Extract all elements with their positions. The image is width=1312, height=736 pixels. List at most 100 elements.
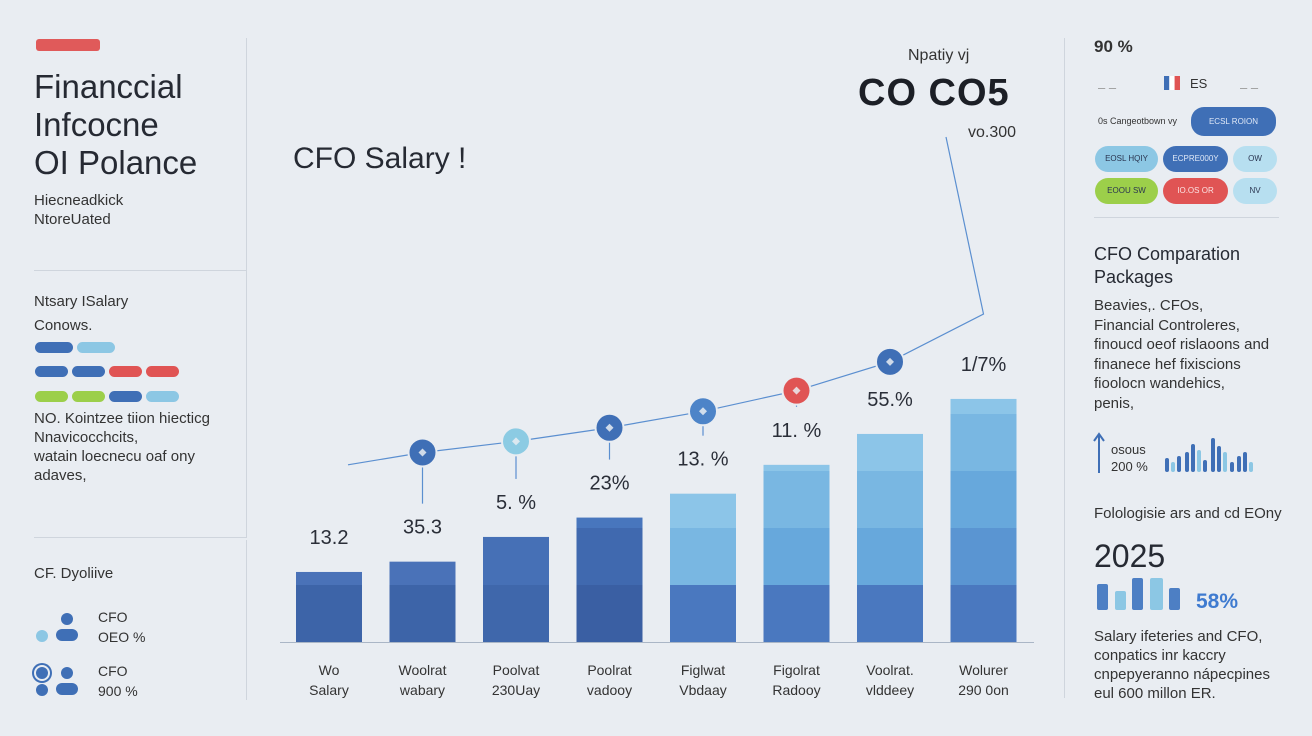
mini-bar xyxy=(1203,460,1207,472)
subtitle-line: Hiecneadkick xyxy=(34,192,124,209)
mini-bar xyxy=(1165,458,1169,472)
person-label: OEO % xyxy=(98,629,146,645)
chip[interactable]: NV xyxy=(1233,178,1277,204)
mini-bar xyxy=(1185,452,1189,472)
bar-segment xyxy=(950,585,1017,642)
marker-diamond-icon xyxy=(418,448,427,457)
mini-bar xyxy=(1191,444,1195,472)
year-bar xyxy=(1150,578,1163,610)
footer-line: Salary ifeteries and CFO, xyxy=(1094,628,1263,645)
bar-value-label: 5. % xyxy=(496,492,536,514)
comparison-title-line: CFO Comparation xyxy=(1094,244,1241,264)
person-1-labels: CFO OEO % xyxy=(98,607,145,647)
bar xyxy=(483,536,549,642)
bar-segment xyxy=(857,585,923,642)
bar-segment xyxy=(950,528,1017,585)
comparison-line: Financial Controleres, xyxy=(1094,316,1240,334)
legend-pill xyxy=(109,391,142,402)
marker-diamond-icon xyxy=(792,386,801,395)
page-title: Financcial Infcocne OI Polance xyxy=(34,68,197,182)
bar xyxy=(857,433,923,642)
body-line: adaves, xyxy=(34,467,87,484)
bar xyxy=(296,571,362,642)
bar-value-label: 55.% xyxy=(867,389,913,411)
comparison-line: fioolocn wandehics, xyxy=(1094,375,1225,392)
bar-segment xyxy=(857,471,923,528)
bar-segment xyxy=(950,471,1017,528)
body-line: watain loecnecu oaf ony xyxy=(34,448,195,465)
bar-segment xyxy=(763,471,830,528)
category-tag xyxy=(36,39,100,51)
chart-title: CFO Salary ! xyxy=(293,142,467,175)
divider-left-h2 xyxy=(34,537,246,538)
bar-value-label: 23% xyxy=(589,473,629,495)
year-percent: 58% xyxy=(1196,590,1239,613)
marker-diamond-icon xyxy=(512,437,520,446)
year-bar xyxy=(1132,578,1143,610)
bar-segment xyxy=(389,585,456,642)
chip[interactable]: ECSL ROION xyxy=(1191,107,1276,136)
section-heading-line: Ntsary ISalary xyxy=(34,293,129,310)
x-tick-label: Wolurer 290 0on xyxy=(958,662,1009,698)
flag-label: ES xyxy=(1190,76,1208,91)
comparison-title-line: Packages xyxy=(1094,267,1174,287)
person-label: 900 % xyxy=(98,683,138,699)
bar-segment xyxy=(763,528,830,585)
person-icon xyxy=(34,610,84,645)
comparison-line: penis, xyxy=(1094,394,1135,412)
person-label: CFO xyxy=(98,663,128,679)
comparison-line: finoucd oeof rislaoons and xyxy=(1094,336,1270,353)
bar-value-label: 1/7% xyxy=(961,354,1007,376)
bar-value-label: 11. % xyxy=(772,420,822,442)
mini-bar xyxy=(1217,446,1221,472)
footer-line: conpatics inr kaccry xyxy=(1094,647,1226,664)
mini-bar xyxy=(1249,462,1253,472)
bar-segment xyxy=(296,585,362,642)
bar-segment xyxy=(950,414,1017,471)
section-heading-line: Conows. xyxy=(34,317,93,334)
year-bar xyxy=(1169,588,1180,610)
x-tick-label: Figolrat Radooy xyxy=(772,662,821,698)
mini-bar xyxy=(1171,462,1175,472)
mini-bar xyxy=(1237,456,1241,472)
bar-segment xyxy=(576,517,643,528)
x-tick-label: Poolvat 230Uay xyxy=(491,662,541,698)
bar-segment xyxy=(670,585,736,642)
page-subtitle: Hiecneadkick NtoreUated xyxy=(34,191,123,229)
comparison-body: Beavies,. CFOs, Financial Controleres, f… xyxy=(1094,296,1269,413)
person-2-labels: CFO 900 % xyxy=(98,661,138,701)
year-bar xyxy=(1097,584,1108,610)
trend-line xyxy=(347,136,985,466)
legend-pill xyxy=(72,366,105,377)
mini-bar xyxy=(1211,438,1215,472)
section-heading: Ntsary ISalary Conows. xyxy=(34,290,128,338)
legend-pill xyxy=(77,342,115,353)
comparison-title: CFO Comparation Packages xyxy=(1094,243,1240,289)
comparison-line: finanece hef fixiscions xyxy=(1094,355,1241,373)
chip[interactable]: IO.OS OR xyxy=(1163,178,1228,204)
bar xyxy=(950,398,1017,642)
flag-icon xyxy=(1164,76,1180,90)
mini-bar xyxy=(1197,450,1201,472)
mini-stat-line: osous xyxy=(1111,442,1146,457)
divider-left xyxy=(246,38,247,538)
bar-segment xyxy=(576,528,643,585)
chip[interactable]: OW xyxy=(1233,146,1277,172)
bar-segment xyxy=(670,528,736,585)
right-note: Folologisie ars and cd EOny xyxy=(1094,505,1282,522)
bar-segment xyxy=(763,585,830,642)
bar-segment xyxy=(296,571,362,585)
mini-bar xyxy=(1230,462,1234,472)
footer-line: cnpepyeranno nápecpines xyxy=(1094,666,1270,683)
bar-segment xyxy=(576,585,643,642)
subtitle-line: NtoreUated xyxy=(34,211,111,228)
left-body-text: NO. Kointzee tiion hiecticg Nnavicocchci… xyxy=(34,409,210,485)
chip-row-label: 0s Cangeotbown vy xyxy=(1098,116,1178,126)
chip[interactable]: EOSL HQIY xyxy=(1095,146,1158,172)
x-tick-label: Voolrat. vlddeey xyxy=(865,662,915,698)
chip[interactable]: ECPRE000Y xyxy=(1163,146,1228,172)
page-title-line: Infcocne xyxy=(34,106,159,143)
chip[interactable]: EOOU SW xyxy=(1095,178,1158,204)
mini-stat-line: 200 % xyxy=(1111,459,1148,474)
